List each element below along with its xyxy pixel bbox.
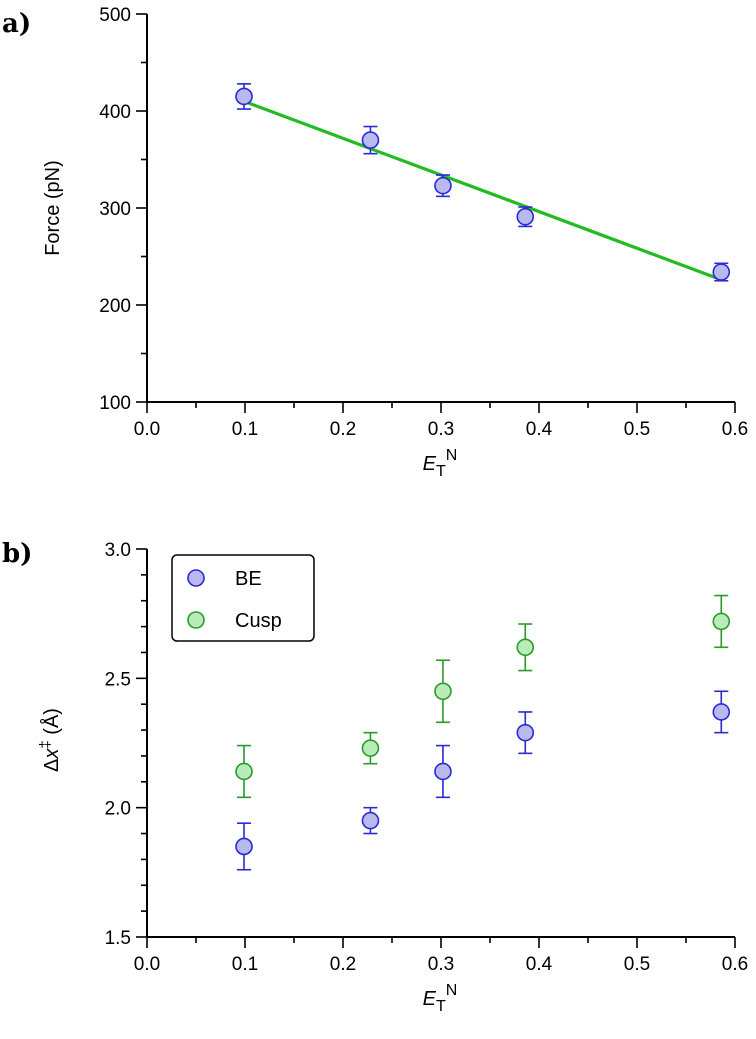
- y-tick-label: 200: [99, 296, 131, 317]
- panel-a-label: a): [2, 9, 31, 39]
- x-tick-label: 0.4: [526, 419, 553, 440]
- y-tick-label: 500: [99, 5, 131, 26]
- x-tick-label: 0.5: [624, 954, 650, 975]
- panel-a-x-title-main: E: [423, 453, 437, 475]
- x-tick-label: 0.6: [722, 954, 748, 975]
- series0-data-point: [516, 207, 535, 226]
- panel-b-y-title-delta: Δ: [41, 759, 63, 772]
- panel-b: b) 0.0 0.1 0.2 0.3 0.4 0.5 0.6 1.5 2.0 2.5 3.0 BE …: [2, 539, 748, 1015]
- be-data-point: [361, 811, 380, 830]
- legend-box: [171, 554, 315, 642]
- panel-b-axes: 0.0 0.1 0.2 0.3 0.4 0.5 0.6 1.5 2.0 2.5 3.0: [105, 540, 749, 975]
- x-tick-label: 0.2: [330, 954, 356, 975]
- series0-data-point: [361, 131, 380, 149]
- cusp-data-point: [361, 739, 380, 757]
- y-tick-label: 3.0: [105, 540, 131, 561]
- x-tick-label: 0.0: [134, 954, 160, 975]
- legend-marker-cusp: [187, 611, 205, 629]
- y-tick-label: 300: [99, 199, 131, 220]
- x-tick-label: 0.5: [624, 419, 650, 440]
- panel-b-points: [235, 594, 731, 871]
- panel-a-points: [235, 83, 731, 282]
- series0-data-point: [712, 263, 731, 281]
- panel-a-axes: 0.0 0.1 0.2 0.3 0.4 0.5 0.6 100 200 300 400 500: [99, 5, 748, 440]
- cusp-data-point: [235, 762, 253, 781]
- legend-label-cusp: Cusp: [235, 610, 282, 632]
- y-tick-label: 400: [99, 102, 131, 123]
- panel-b-label: b): [2, 539, 32, 569]
- panel-b-x-title-main: E: [423, 988, 437, 1010]
- cusp-data-point: [712, 612, 731, 631]
- series0-data-point: [434, 176, 452, 195]
- y-tick-label: 100: [99, 393, 131, 414]
- x-tick-label: 0.3: [428, 419, 454, 440]
- be-data-point: [516, 723, 535, 742]
- panel-a-x-title-sup: N: [446, 447, 458, 464]
- x-tick-label: 0.0: [134, 419, 160, 440]
- linear-fit-line: [243, 99, 722, 282]
- be-data-point: [712, 703, 731, 721]
- x-tick-label: 0.6: [722, 419, 748, 440]
- y-tick-label: 2.0: [105, 799, 131, 820]
- series0-data-point: [235, 87, 253, 106]
- panel-b-y-title-x: x: [41, 748, 63, 760]
- be-data-point: [434, 762, 452, 781]
- legend-marker-be: [187, 569, 205, 587]
- x-tick-label: 0.3: [428, 954, 454, 975]
- panel-b-legend: BE Cusp: [171, 554, 315, 642]
- be-data-point: [235, 837, 253, 856]
- panel-b-x-title-sub: T: [436, 998, 446, 1015]
- panel-a: a) 0.0 0.1 0.2 0.3 0.4 0.5 0.6100200300400500 …: [2, 5, 748, 480]
- x-tick-label: 0.2: [330, 419, 356, 440]
- x-tick-label: 0.4: [526, 954, 553, 975]
- panel-b-y-title-unit: (Å): [40, 708, 63, 740]
- panel-a-x-title-sub: T: [436, 463, 446, 480]
- panel-b-y-title-dagger: ‡: [37, 740, 54, 748]
- legend-label-be: BE: [235, 568, 262, 590]
- panel-a-fit-line: [243, 99, 722, 282]
- x-tick-label: 0.1: [232, 419, 258, 440]
- panel-a-y-axis-title: Force (pN): [42, 160, 64, 256]
- panel-b-x-axis-title: ETN: [423, 982, 458, 1015]
- y-tick-label: 1.5: [105, 928, 131, 949]
- cusp-data-point: [434, 682, 452, 701]
- panel-b-y-axis-title: Δx‡ (Å): [37, 708, 63, 772]
- x-tick-label: 0.1: [232, 954, 258, 975]
- y-tick-label: 2.5: [105, 669, 131, 690]
- panel-a-x-axis-title: ETN: [423, 447, 458, 480]
- cusp-data-point: [516, 638, 535, 657]
- panel-b-x-title-sup: N: [446, 982, 458, 999]
